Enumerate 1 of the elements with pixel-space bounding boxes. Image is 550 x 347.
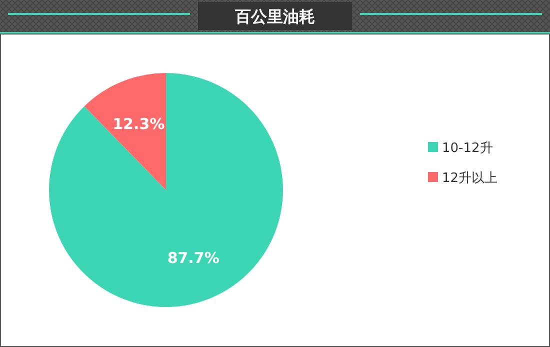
title: 百公里油耗 — [235, 7, 315, 26]
